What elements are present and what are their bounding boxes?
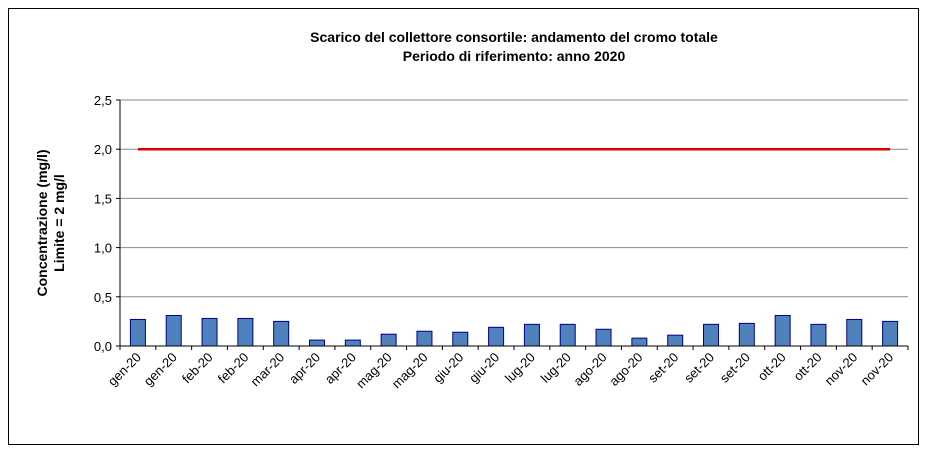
chart-border bbox=[8, 8, 919, 445]
bar bbox=[201, 317, 218, 347]
bar bbox=[523, 323, 540, 347]
y-tick-label: 1,5 bbox=[94, 191, 112, 206]
bar bbox=[237, 317, 254, 347]
y-axis-label: Concentrazione (mg/l) bbox=[34, 149, 50, 296]
bar bbox=[488, 326, 505, 347]
bar bbox=[559, 323, 576, 347]
bar bbox=[774, 314, 791, 347]
chart-subtitle: Periodo di riferimento: anno 2020 bbox=[403, 48, 626, 64]
y-tick-label: 2,5 bbox=[94, 93, 112, 108]
bar bbox=[703, 323, 719, 347]
bar bbox=[273, 320, 290, 347]
bar bbox=[309, 339, 325, 347]
bar bbox=[631, 337, 648, 347]
bar bbox=[595, 328, 612, 347]
bar bbox=[344, 339, 361, 347]
y-axis-label: Limite = 2 mg/l bbox=[51, 174, 67, 272]
chart-title: Scarico del collettore consortile: andam… bbox=[310, 29, 718, 45]
bar bbox=[165, 314, 182, 347]
bar bbox=[416, 330, 433, 347]
y-tick-label: 1,0 bbox=[94, 241, 112, 256]
y-tick-label: 0,5 bbox=[94, 290, 112, 305]
bar bbox=[846, 318, 863, 347]
bar bbox=[667, 334, 684, 347]
bar bbox=[452, 331, 469, 347]
bar bbox=[738, 322, 755, 347]
bar bbox=[810, 323, 827, 347]
y-tick-label: 2,0 bbox=[94, 142, 112, 157]
bar bbox=[882, 320, 899, 347]
y-tick-label: 0,0 bbox=[94, 339, 112, 354]
bar bbox=[129, 318, 146, 347]
bar bbox=[380, 333, 397, 347]
